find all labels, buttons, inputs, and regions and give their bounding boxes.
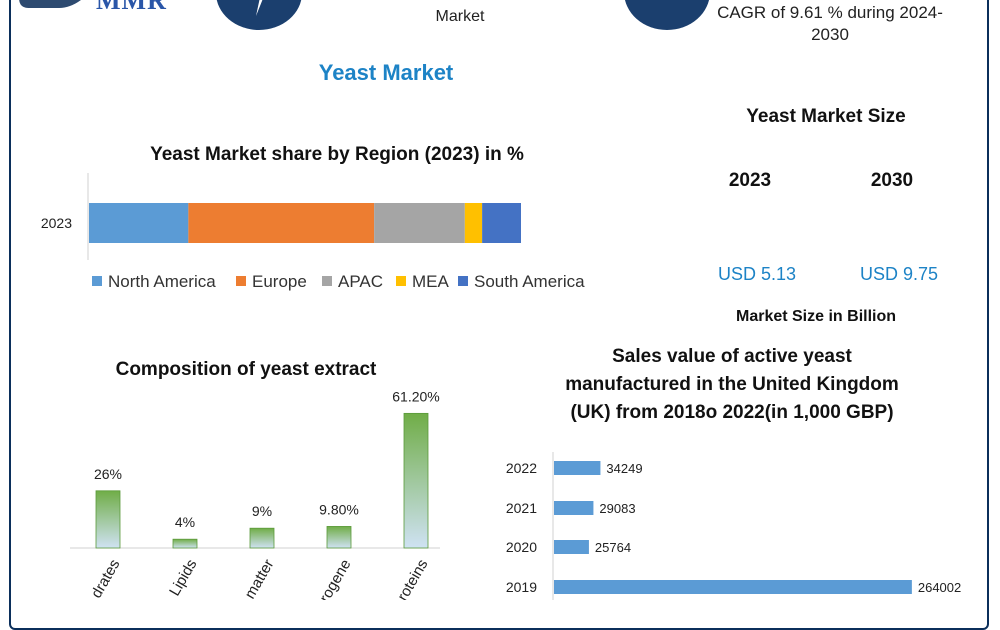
region-bar-north-america bbox=[89, 203, 189, 243]
page-title: Yeast Market bbox=[318, 60, 454, 85]
logo-text: MMR bbox=[96, 0, 167, 15]
uk-year-label: 2019 bbox=[506, 579, 537, 595]
uk-year-label: 2021 bbox=[506, 500, 537, 516]
uk-sales-bar bbox=[554, 540, 589, 554]
uk-sales-bar bbox=[554, 461, 601, 475]
composition-bar bbox=[249, 527, 275, 549]
flame-icon bbox=[624, 0, 710, 30]
composition-data-label: 4% bbox=[175, 514, 195, 530]
legend-swatch bbox=[396, 276, 406, 286]
uk-sales-bar bbox=[554, 580, 912, 594]
market-size-heading: Yeast Market Size bbox=[746, 106, 906, 127]
region-bar-apac bbox=[374, 203, 465, 243]
region-bar-europe bbox=[188, 203, 375, 243]
legend-label: APAC bbox=[338, 272, 383, 291]
legend-swatch bbox=[322, 276, 332, 286]
composition-data-label: 26% bbox=[94, 466, 122, 482]
market-size-value-2023: USD 5.13 bbox=[717, 264, 797, 284]
region-share-chart: Yeast Market share by Region (2023) in %… bbox=[41, 144, 585, 291]
legend-swatch bbox=[92, 276, 102, 286]
composition-bar bbox=[326, 526, 352, 549]
logo: MMR bbox=[0, 0, 200, 15]
composition-bar bbox=[95, 490, 121, 549]
legend-label: Europe bbox=[252, 272, 307, 291]
cagr-line-2: 2030 bbox=[811, 25, 849, 44]
cagr-text: CAGR of 9.61 % during 2024- 2030 bbox=[700, 2, 960, 46]
uk-year-label: 2020 bbox=[506, 539, 537, 555]
composition-data-label: 9% bbox=[252, 503, 272, 519]
uk-data-label: 29083 bbox=[599, 501, 635, 516]
uk-data-label: 25764 bbox=[595, 540, 631, 555]
uk-chart-title-line: Sales value of active yeast bbox=[612, 346, 852, 367]
legend-label: North America bbox=[108, 272, 216, 291]
market-size-footnote: Market Size in Billion bbox=[735, 308, 897, 325]
market-size-value-2030: USD 9.75 bbox=[859, 264, 939, 284]
legend-swatch bbox=[458, 276, 468, 286]
legend-swatch bbox=[236, 276, 246, 286]
legend-label: South America bbox=[474, 272, 585, 291]
chart-title-composition: Composition of yeast extract bbox=[116, 359, 377, 380]
pen-icon bbox=[216, 0, 302, 30]
region-bar-south-america bbox=[482, 203, 521, 243]
uk-year-label: 2022 bbox=[506, 460, 537, 476]
chart-title-region-share: Yeast Market share by Region (2023) in % bbox=[150, 144, 524, 165]
composition-bar bbox=[172, 538, 198, 549]
uk-sales-bar bbox=[554, 501, 594, 515]
composition-data-label: 61.20% bbox=[392, 388, 439, 404]
uk-data-label: 34249 bbox=[606, 461, 642, 476]
uk-chart-title-line: (UK) from 2018o 2022(in 1,000 GBP) bbox=[570, 402, 893, 423]
composition-data-label: 9.80% bbox=[319, 501, 359, 517]
market-size-year-2023: 2023 bbox=[728, 170, 772, 191]
cagr-line-1: CAGR of 9.61 % during 2024- bbox=[717, 3, 943, 22]
region-chart-category-label: 2023 bbox=[41, 215, 72, 231]
uk-data-label: 264002 bbox=[918, 580, 961, 595]
composition-chart: Composition of yeast extract 26%drates4%… bbox=[70, 359, 440, 600]
header-mid-text: Market bbox=[435, 8, 485, 25]
uk-sales-chart: Sales value of active yeast manufactured … bbox=[506, 346, 961, 600]
uk-chart-title-line: manufactured in the United Kingdom bbox=[565, 374, 899, 395]
region-bar-mea bbox=[464, 203, 483, 243]
composition-bar bbox=[403, 412, 429, 549]
legend-label: MEA bbox=[412, 272, 450, 291]
market-size-year-2030: 2030 bbox=[870, 170, 914, 191]
